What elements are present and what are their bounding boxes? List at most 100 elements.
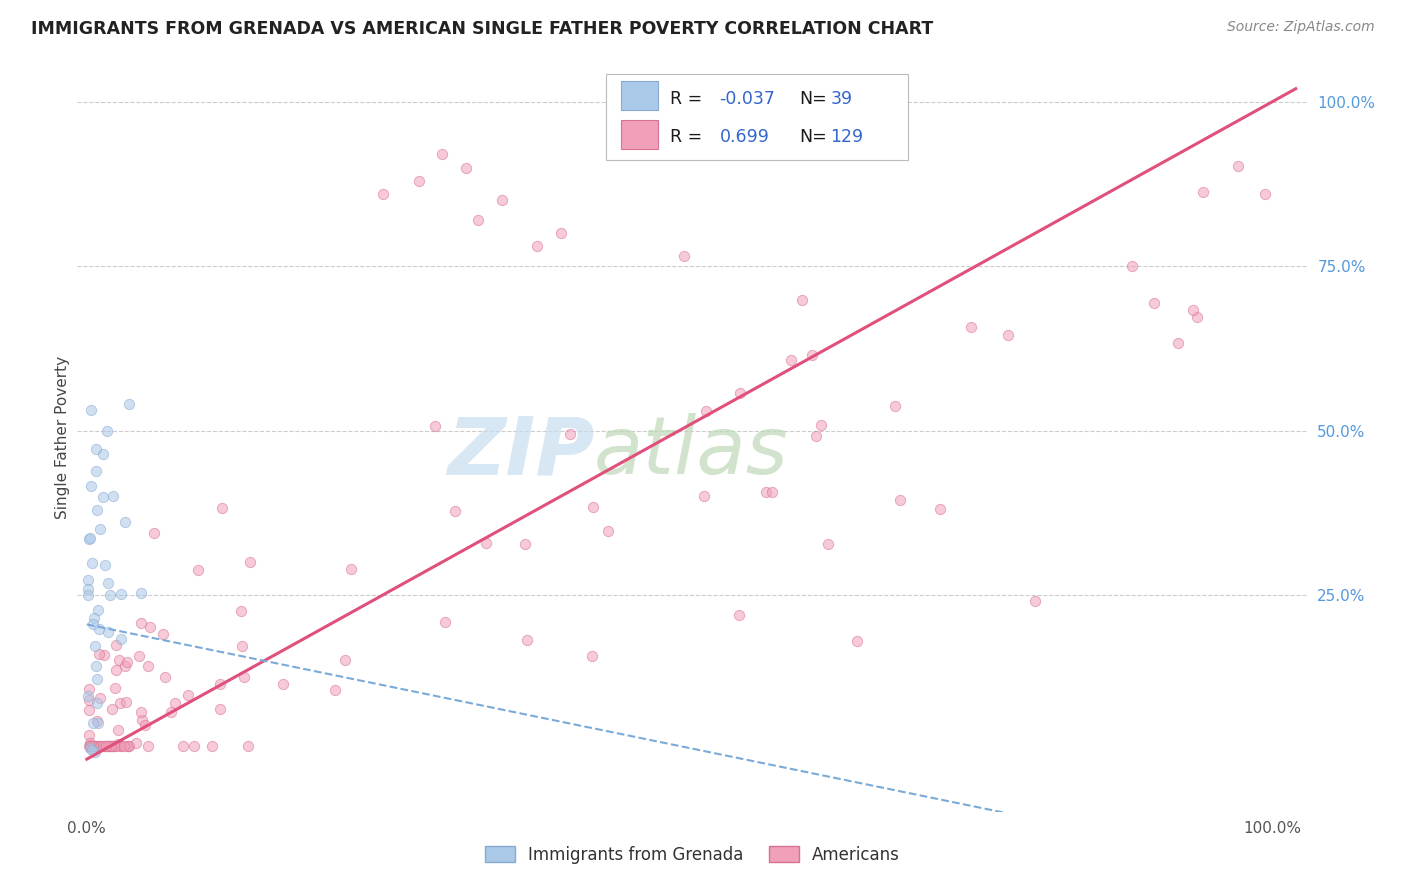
Point [79,740,101,755]
Point [115,695,138,709]
Point [110,632,132,647]
Point [558,427,581,442]
Text: 39: 39 [831,90,852,108]
Point [94,558,117,573]
Point [231,604,253,618]
Point [87,739,110,753]
Point [110,739,132,753]
Point [96,739,118,753]
Point [100,739,122,753]
Point [172,739,194,753]
Text: ZIP: ZIP [447,413,595,491]
Point [209,677,232,691]
Point [1024,594,1046,608]
Text: R =: R = [671,90,709,108]
Point [118,739,141,753]
Point [84,640,107,654]
Point [107,737,129,751]
Point [82,739,104,753]
Point [77,573,100,587]
Point [82,716,104,731]
Point [550,227,572,241]
Point [1226,159,1249,173]
Point [516,633,538,648]
Point [727,607,749,622]
Point [817,537,839,551]
Point [77,532,100,546]
Point [997,327,1019,342]
Point [790,293,813,307]
Point [86,714,108,729]
Point [755,485,778,500]
Point [80,556,103,570]
Point [800,348,823,362]
Point [434,615,457,629]
Point [128,648,150,663]
Point [371,186,394,201]
Point [582,500,605,514]
Point [526,239,548,253]
Point [139,620,162,634]
Point [159,706,181,720]
Point [513,536,536,550]
Point [79,478,101,492]
Point [238,739,260,753]
Point [138,658,160,673]
Point [1167,335,1189,350]
Point [118,397,141,411]
Point [77,689,100,703]
Point [89,691,111,706]
Point [239,555,262,569]
Point [183,739,205,753]
Point [77,703,100,717]
Text: -0.037: -0.037 [720,90,775,108]
Point [846,633,869,648]
Legend: Immigrants from Grenada, Americans: Immigrants from Grenada, Americans [478,839,907,871]
Point [728,386,751,401]
Point [131,713,153,727]
Point [86,739,108,753]
Point [1181,303,1204,318]
Point [810,417,832,432]
FancyBboxPatch shape [621,81,658,110]
Point [136,739,159,753]
Text: 129: 129 [831,128,863,146]
Point [176,689,198,703]
Point [105,638,128,652]
Point [89,739,111,753]
Point [98,739,121,753]
Point [105,663,128,677]
Point [323,682,346,697]
Point [96,425,118,439]
Text: IMMIGRANTS FROM GRENADA VS AMERICAN SINGLE FATHER POVERTY CORRELATION CHART: IMMIGRANTS FROM GRENADA VS AMERICAN SING… [31,20,934,37]
Text: N=: N= [800,128,827,146]
Point [90,739,112,753]
Point [152,627,174,641]
Point [340,562,363,576]
Point [97,739,120,753]
Point [97,575,120,590]
Point [98,739,121,753]
Point [889,493,911,508]
Point [100,739,122,753]
FancyBboxPatch shape [606,74,908,160]
Point [87,647,110,661]
Point [129,616,152,631]
Point [125,736,148,750]
Text: N=: N= [800,90,827,108]
Point [77,739,100,753]
Point [87,622,110,636]
Point [104,681,127,695]
Point [101,489,124,503]
Point [1121,259,1143,273]
Point [79,682,101,697]
Point [211,501,233,516]
Point [673,249,696,263]
Point [155,670,177,684]
Point [187,563,209,577]
Point [114,515,136,529]
Point [79,736,101,750]
Point [432,147,454,161]
Point [104,739,127,753]
Point [83,611,105,625]
